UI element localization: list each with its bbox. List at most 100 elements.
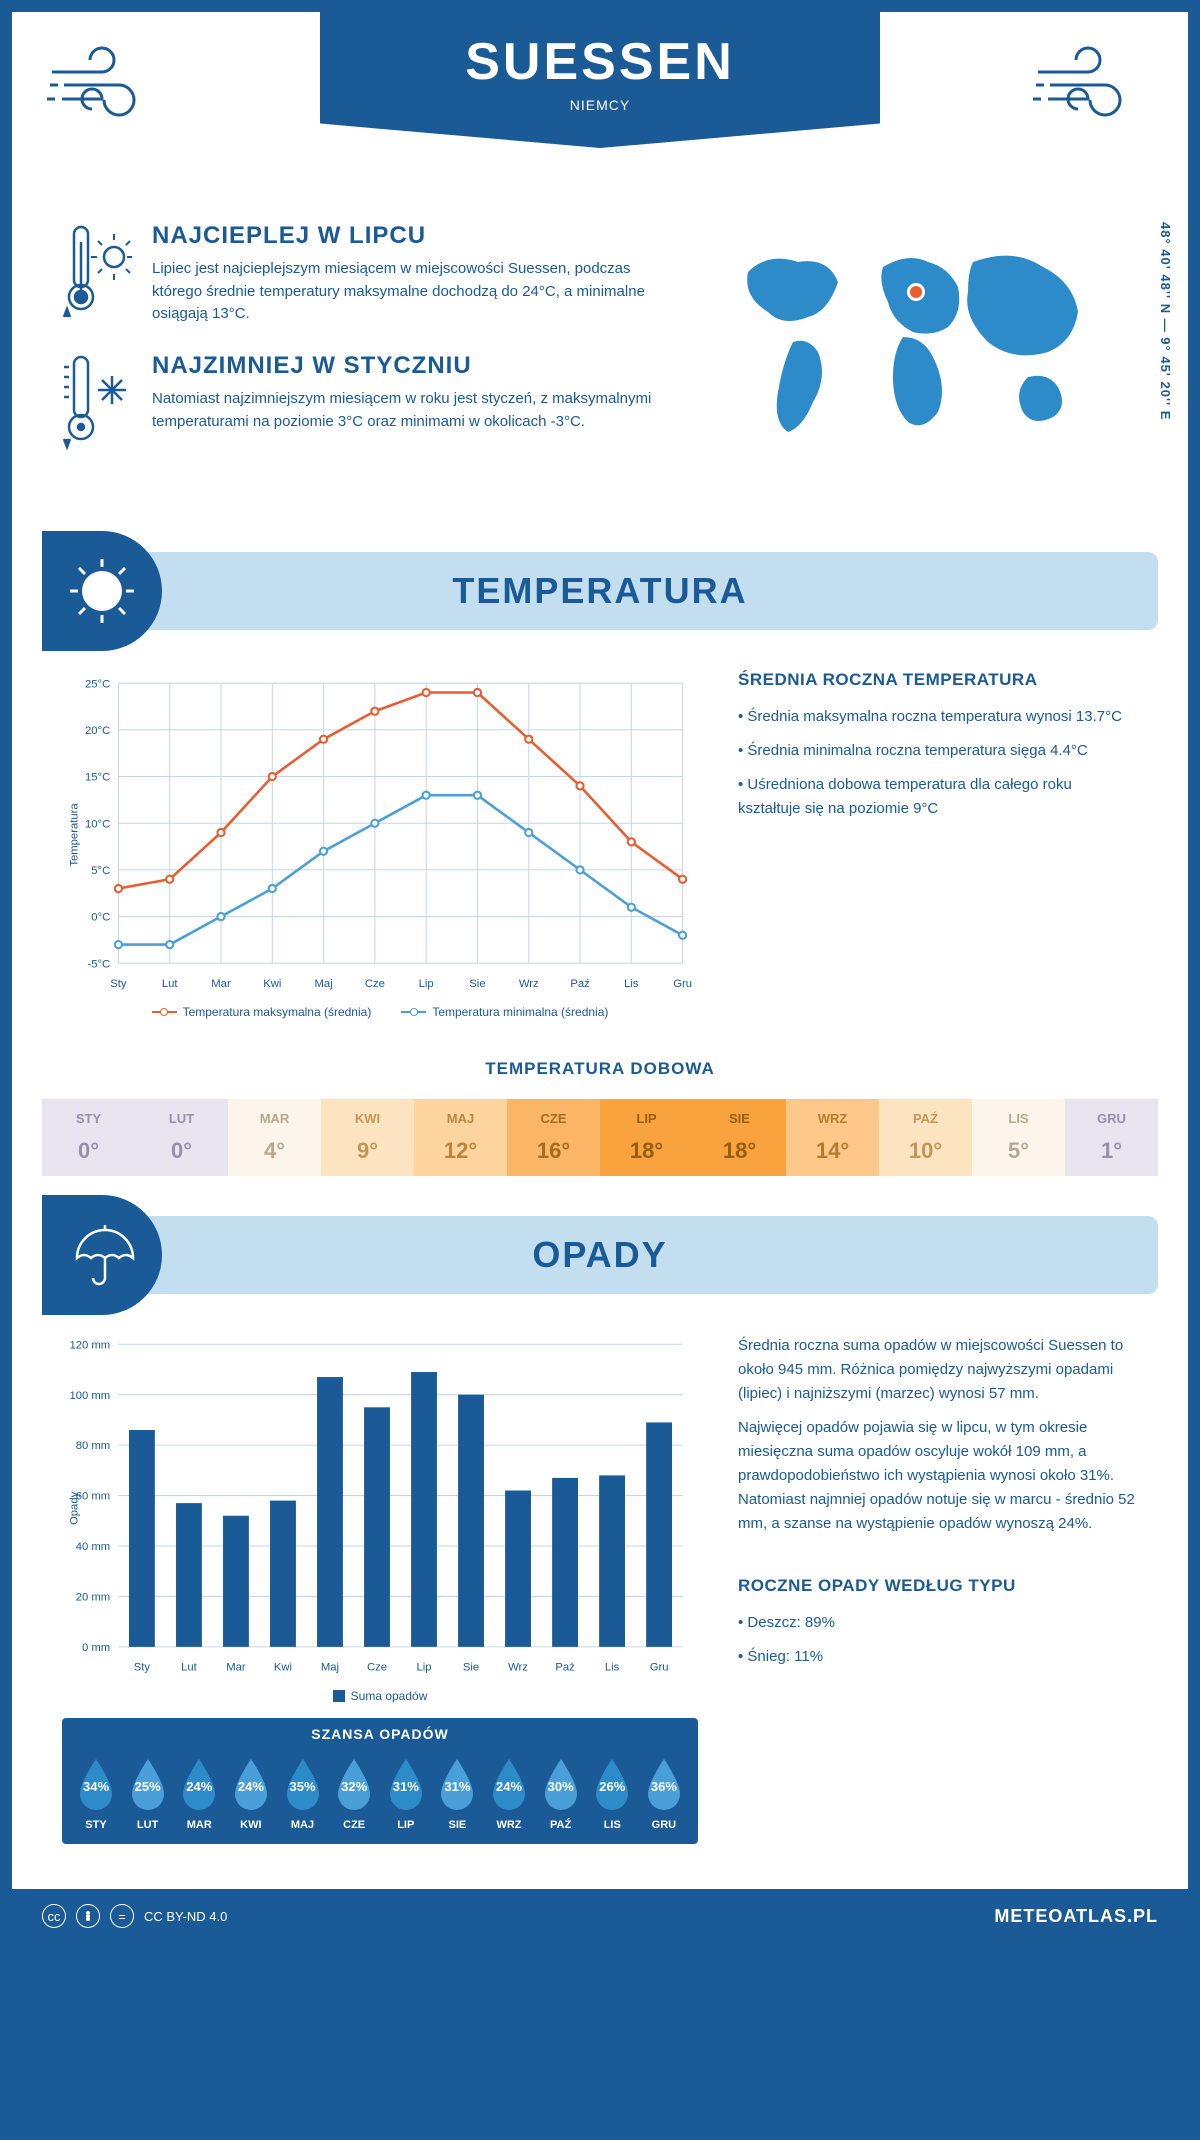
- coldest-heading: NAJZIMNIEJ W STYCZNIU: [152, 352, 678, 380]
- svg-text:Kwi: Kwi: [263, 978, 281, 990]
- temp-cell: GRU1°: [1065, 1099, 1158, 1176]
- svg-text:Lut: Lut: [181, 1661, 198, 1673]
- license-text: CC BY-ND 4.0: [144, 1909, 227, 1924]
- precip-para-1: Średnia roczna suma opadów w miejscowośc…: [738, 1334, 1138, 1406]
- annual-temp-heading: ŚREDNIA ROCZNA TEMPERATURA: [738, 670, 1138, 690]
- type-item: Deszcz: 89%: [738, 1611, 1138, 1635]
- rain-drop: 31%SIE: [436, 1757, 478, 1831]
- svg-text:0 mm: 0 mm: [82, 1642, 110, 1654]
- temperature-line-chart: -5°C0°C5°C10°C15°C20°C25°CStyLutMarKwiMa…: [62, 670, 698, 1000]
- temp-cell: KWI9°: [321, 1099, 414, 1176]
- svg-text:40 mm: 40 mm: [76, 1541, 110, 1553]
- svg-text:Gru: Gru: [673, 978, 692, 990]
- warmest-heading: NAJCIEPLEJ W LIPCU: [152, 222, 678, 250]
- svg-text:Wrz: Wrz: [508, 1661, 528, 1673]
- temp-cell: PAŹ10°: [879, 1099, 972, 1176]
- temp-bullets: Średnia maksymalna roczna temperatura wy…: [738, 705, 1138, 821]
- svg-text:Cze: Cze: [365, 978, 385, 990]
- coldest-text: Natomiast najzimniejszym miesiącem w rok…: [152, 388, 678, 433]
- temperature-body: -5°C0°C5°C10°C15°C20°C25°CStyLutMarKwiMa…: [12, 650, 1188, 1049]
- svg-text:Kwi: Kwi: [274, 1661, 292, 1673]
- footer: cc = CC BY-ND 4.0 METEOATLAS.PL: [12, 1889, 1188, 1943]
- temp-bullet: Średnia maksymalna roczna temperatura wy…: [738, 705, 1138, 729]
- temp-bullet: Średnia minimalna roczna temperatura się…: [738, 739, 1138, 763]
- wind-icon: [1028, 37, 1158, 132]
- wind-icon: [42, 37, 172, 132]
- license-block: cc = CC BY-ND 4.0: [42, 1904, 227, 1928]
- svg-text:120 mm: 120 mm: [70, 1339, 111, 1351]
- svg-text:Sty: Sty: [134, 1661, 151, 1673]
- svg-text:5°C: 5°C: [91, 865, 110, 877]
- svg-text:Temperatura: Temperatura: [68, 803, 80, 867]
- umbrella-icon: [42, 1195, 162, 1315]
- temp-cell: SIE18°: [693, 1099, 786, 1176]
- by-type-list: Deszcz: 89% Śnieg: 11%: [738, 1611, 1138, 1669]
- svg-text:Lis: Lis: [605, 1661, 620, 1673]
- svg-text:Lip: Lip: [419, 978, 434, 990]
- chance-heading: SZANSA OPADÓW: [70, 1726, 690, 1742]
- svg-text:Maj: Maj: [315, 978, 333, 990]
- svg-text:80 mm: 80 mm: [76, 1440, 110, 1452]
- precipitation-body: 0 mm20 mm40 mm60 mm80 mm100 mm120 mmStyL…: [12, 1314, 1188, 1889]
- type-item: Śnieg: 11%: [738, 1645, 1138, 1669]
- svg-text:Sie: Sie: [463, 1661, 479, 1673]
- rain-drop: 25%LUT: [127, 1757, 169, 1831]
- svg-text:0°C: 0°C: [91, 912, 110, 924]
- svg-text:60 mm: 60 mm: [76, 1491, 110, 1503]
- rain-drop: 36%GRU: [643, 1757, 685, 1831]
- svg-text:10°C: 10°C: [85, 818, 110, 830]
- precipitation-chance-panel: SZANSA OPADÓW 34%STY25%LUT24%MAR24%KWI35…: [62, 1718, 698, 1844]
- thermometer-snow-icon: [62, 352, 132, 457]
- coldest-block: NAJZIMNIEJ W STYCZNIU Natomiast najzimni…: [62, 352, 678, 457]
- svg-text:Gru: Gru: [650, 1661, 669, 1673]
- warmest-text: Lipiec jest najcieplejszym miesiącem w m…: [152, 258, 678, 326]
- svg-text:Paź: Paź: [570, 978, 590, 990]
- precip-legend: Suma opadów: [62, 1689, 698, 1703]
- svg-text:Wrz: Wrz: [519, 978, 539, 990]
- rain-drop: 35%MAJ: [282, 1757, 324, 1831]
- svg-text:Mar: Mar: [226, 1661, 246, 1673]
- world-map: 48° 40' 48'' N — 9° 45' 20'' E: [718, 222, 1138, 482]
- header: SUESSEN NIEMCY: [12, 12, 1188, 192]
- svg-text:Paź: Paź: [555, 1661, 575, 1673]
- svg-text:Sie: Sie: [469, 978, 485, 990]
- svg-text:Mar: Mar: [211, 978, 231, 990]
- rain-drop: 30%PAŹ: [540, 1757, 582, 1831]
- rain-drop: 24%MAR: [178, 1757, 220, 1831]
- temp-cell: CZE16°: [507, 1099, 600, 1176]
- svg-text:20°C: 20°C: [85, 725, 110, 737]
- sun-icon: [42, 531, 162, 651]
- brand-label: METEOATLAS.PL: [994, 1906, 1158, 1927]
- country-label: NIEMCY: [320, 97, 880, 113]
- svg-text:25°C: 25°C: [85, 678, 110, 690]
- rain-drop: 24%WRZ: [488, 1757, 530, 1831]
- title-banner: SUESSEN NIEMCY: [320, 12, 880, 148]
- coordinates: 48° 40' 48'' N — 9° 45' 20'' E: [1158, 222, 1173, 420]
- temp-cell: MAJ12°: [414, 1099, 507, 1176]
- temp-cell: LIS5°: [972, 1099, 1065, 1176]
- temp-bullet: Uśredniona dobowa temperatura dla całego…: [738, 773, 1138, 821]
- rain-drop: 34%STY: [75, 1757, 117, 1831]
- by-icon: [76, 1904, 100, 1928]
- precipitation-section-header: OPADY: [42, 1216, 1158, 1294]
- infographic-page: SUESSEN NIEMCY NAJCIEPLEJ W LIPCU Lipiec…: [0, 0, 1200, 1955]
- precipitation-heading: OPADY: [42, 1234, 1158, 1276]
- svg-text:Lis: Lis: [624, 978, 639, 990]
- temp-cell: STY0°: [42, 1099, 135, 1176]
- rain-drop: 24%KWI: [230, 1757, 272, 1831]
- svg-text:15°C: 15°C: [85, 772, 110, 784]
- svg-text:Sty: Sty: [110, 978, 127, 990]
- temp-cell: WRZ14°: [786, 1099, 879, 1176]
- svg-text:Lut: Lut: [162, 978, 179, 990]
- precip-para-2: Najwięcej opadów pojawia się w lipcu, w …: [738, 1416, 1138, 1536]
- svg-text:Maj: Maj: [321, 1661, 339, 1673]
- svg-text:20 mm: 20 mm: [76, 1592, 110, 1604]
- nd-icon: =: [110, 1904, 134, 1928]
- temperature-section-header: TEMPERATURA: [42, 552, 1158, 630]
- temp-cell: MAR4°: [228, 1099, 321, 1176]
- summary-section: NAJCIEPLEJ W LIPCU Lipiec jest najcieple…: [12, 192, 1188, 532]
- rain-drop: 32%CZE: [333, 1757, 375, 1831]
- daily-temp-heading: TEMPERATURA DOBOWA: [42, 1059, 1158, 1079]
- daily-temperature-table: TEMPERATURA DOBOWA STY0°LUT0°MAR4°KWI9°M…: [42, 1059, 1158, 1176]
- precipitation-bar-chart: 0 mm20 mm40 mm60 mm80 mm100 mm120 mmStyL…: [62, 1334, 698, 1684]
